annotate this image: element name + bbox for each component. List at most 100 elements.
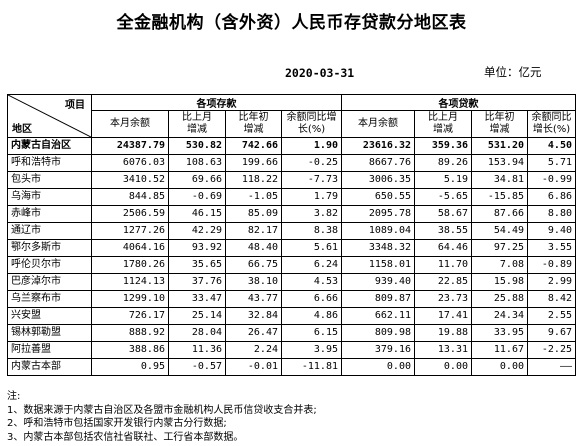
value-cell: 17.41: [414, 307, 472, 325]
value-cell: -7.73: [281, 171, 342, 189]
value-cell: 5.61: [281, 239, 342, 257]
value-cell: 199.66: [225, 154, 282, 172]
value-cell: 34.81: [471, 171, 528, 189]
value-cell: 97.25: [471, 239, 528, 257]
loans-group-header: 各项贷款: [341, 94, 576, 111]
column-header-line1: 本月余额: [110, 118, 150, 129]
value-cell: 1089.04: [341, 222, 415, 240]
item-label: 项目: [65, 100, 85, 111]
dep-mom-header: 比上月 增减: [168, 110, 226, 138]
value-cell: 379.16: [341, 341, 415, 359]
value-cell: 388.86: [91, 341, 169, 359]
value-cell: 42.29: [168, 222, 226, 240]
table-row: 包头市 3410.52 69.66 118.22 -7.73 3006.35 5.19 34.…: [7, 171, 576, 189]
footnote-line: 1、数据来源于内蒙古自治区及各盟市金融机构人民币信贷收支合并表;: [7, 404, 317, 416]
value-cell: 6.24: [281, 256, 342, 274]
value-cell: 25.88: [471, 290, 528, 308]
value-cell: 1.90: [281, 137, 342, 155]
value-cell: 1158.01: [341, 256, 415, 274]
value-cell: 54.49: [471, 222, 528, 240]
value-cell: 1277.26: [91, 222, 169, 240]
value-cell: 2095.78: [341, 205, 415, 223]
region-cell: 乌兰察布市: [7, 290, 92, 308]
value-cell: 4064.16: [91, 239, 169, 257]
data-table: 项目 地区 各项存款 各项贷款 本月余额 比上月 增减 比年初 增减 余额同比增 长(%) 本…: [7, 94, 576, 376]
value-cell: 8.38: [281, 222, 342, 240]
value-cell: 3410.52: [91, 171, 169, 189]
value-cell: 64.46: [414, 239, 472, 257]
column-header-line1: 余额同比: [531, 112, 572, 123]
loan-mom-header: 比上月 增减: [414, 110, 472, 138]
value-cell: 809.87: [341, 290, 415, 308]
value-cell: -15.85: [471, 188, 528, 206]
table-row: 乌海市 844.85 -0.69 -1.05 1.79 650.55 -5.65 -15.85…: [7, 188, 576, 206]
value-cell: 118.22: [225, 171, 282, 189]
table-row: 呼和浩特市 6076.03 108.63 199.66 -0.25 8667.76 89.2…: [7, 154, 576, 172]
value-cell: 531.20: [471, 137, 528, 155]
region-cell: 赤峰市: [7, 205, 92, 223]
table-row: 兴安盟 726.17 25.14 32.84 4.86 662.11 17.41 24.34 2…: [7, 307, 576, 325]
value-cell: 2.99: [527, 273, 576, 291]
value-cell: 530.82: [168, 137, 226, 155]
value-cell: 5.71: [527, 154, 576, 172]
loan-ytd-header: 比年初 增减: [471, 110, 528, 138]
value-cell: 66.75: [225, 256, 282, 274]
value-cell: 662.11: [341, 307, 415, 325]
value-cell: 38.10: [225, 273, 282, 291]
value-cell: 69.66: [168, 171, 226, 189]
column-header-line2: 增减: [489, 124, 510, 135]
region-cell: 呼和浩特市: [7, 154, 92, 172]
value-cell: 46.15: [168, 205, 226, 223]
value-cell: 33.95: [471, 324, 528, 342]
value-cell: 0.00: [341, 358, 415, 376]
loan-balance-header: 本月余额: [341, 110, 415, 138]
value-cell: 8667.76: [341, 154, 415, 172]
value-cell: 22.85: [414, 273, 472, 291]
value-cell: 359.36: [414, 137, 472, 155]
value-cell: 108.63: [168, 154, 226, 172]
table-row: 阿拉善盟 388.86 11.36 2.24 3.95 379.16 13.31 11.67-…: [7, 341, 576, 359]
value-cell: 0.00: [414, 358, 472, 376]
value-cell: 1124.13: [91, 273, 169, 291]
value-cell: -0.01: [225, 358, 282, 376]
footnote-line: 3、内蒙古本部包括农信社省联社、工行省本部数据。: [7, 431, 244, 443]
value-cell: 153.94: [471, 154, 528, 172]
value-cell: 26.47: [225, 324, 282, 342]
table-row: 内蒙古本部 0.95 -0.57 -0.01 -11.81 0.00 0.00 0.00 ——: [7, 358, 576, 376]
value-cell: 650.55: [341, 188, 415, 206]
region-cell: 呼伦贝尔市: [7, 256, 92, 274]
value-cell: 7.08: [471, 256, 528, 274]
dep-balance-header: 本月余额: [91, 110, 169, 138]
value-cell: -1.05: [225, 188, 282, 206]
report-date: 2020-03-31: [285, 66, 355, 80]
region-cell: 兴安盟: [7, 307, 92, 325]
value-cell: -0.57: [168, 358, 226, 376]
value-cell: 809.98: [341, 324, 415, 342]
column-header-line1: 比年初: [238, 112, 269, 123]
value-cell: 24.34: [471, 307, 528, 325]
value-cell: 9.40: [527, 222, 576, 240]
region-cell: 锡林郭勒盟: [7, 324, 92, 342]
region-label: 地区: [12, 124, 32, 135]
page-title: 全金融机构（含外资）人民币存贷款分地区表: [116, 13, 467, 33]
region-cell: 巴彦淖尔市: [7, 273, 92, 291]
value-cell: 888.92: [91, 324, 169, 342]
table-row: 巴彦淖尔市 1124.13 37.76 38.10 4.53 939.40 22.85 15.…: [7, 273, 576, 291]
column-header-line1: 比上月: [428, 112, 458, 123]
column-header-line2: 长(%): [297, 124, 326, 135]
value-cell: 3006.35: [341, 171, 415, 189]
value-cell: 4.53: [281, 273, 342, 291]
column-header-line1: 比年初: [484, 112, 515, 123]
table-row: 赤峰市 2506.59 46.15 85.09 3.82 2095.78 58.67 87.6…: [7, 205, 576, 223]
value-cell: 82.17: [225, 222, 282, 240]
value-cell: 3348.32: [341, 239, 415, 257]
value-cell: 726.17: [91, 307, 169, 325]
value-cell: 11.70: [414, 256, 472, 274]
column-header-line2: 增减: [433, 124, 453, 135]
table-row: 锡林郭勒盟 888.92 28.04 26.47 6.15 809.98 19.88 33.9…: [7, 324, 576, 342]
column-header-line2: 增长(%): [532, 124, 571, 135]
value-cell: 25.14: [168, 307, 226, 325]
column-header-line1: 余额同比增: [286, 112, 337, 123]
region-cell: 包头市: [7, 171, 92, 189]
value-cell: 11.67: [471, 341, 528, 359]
